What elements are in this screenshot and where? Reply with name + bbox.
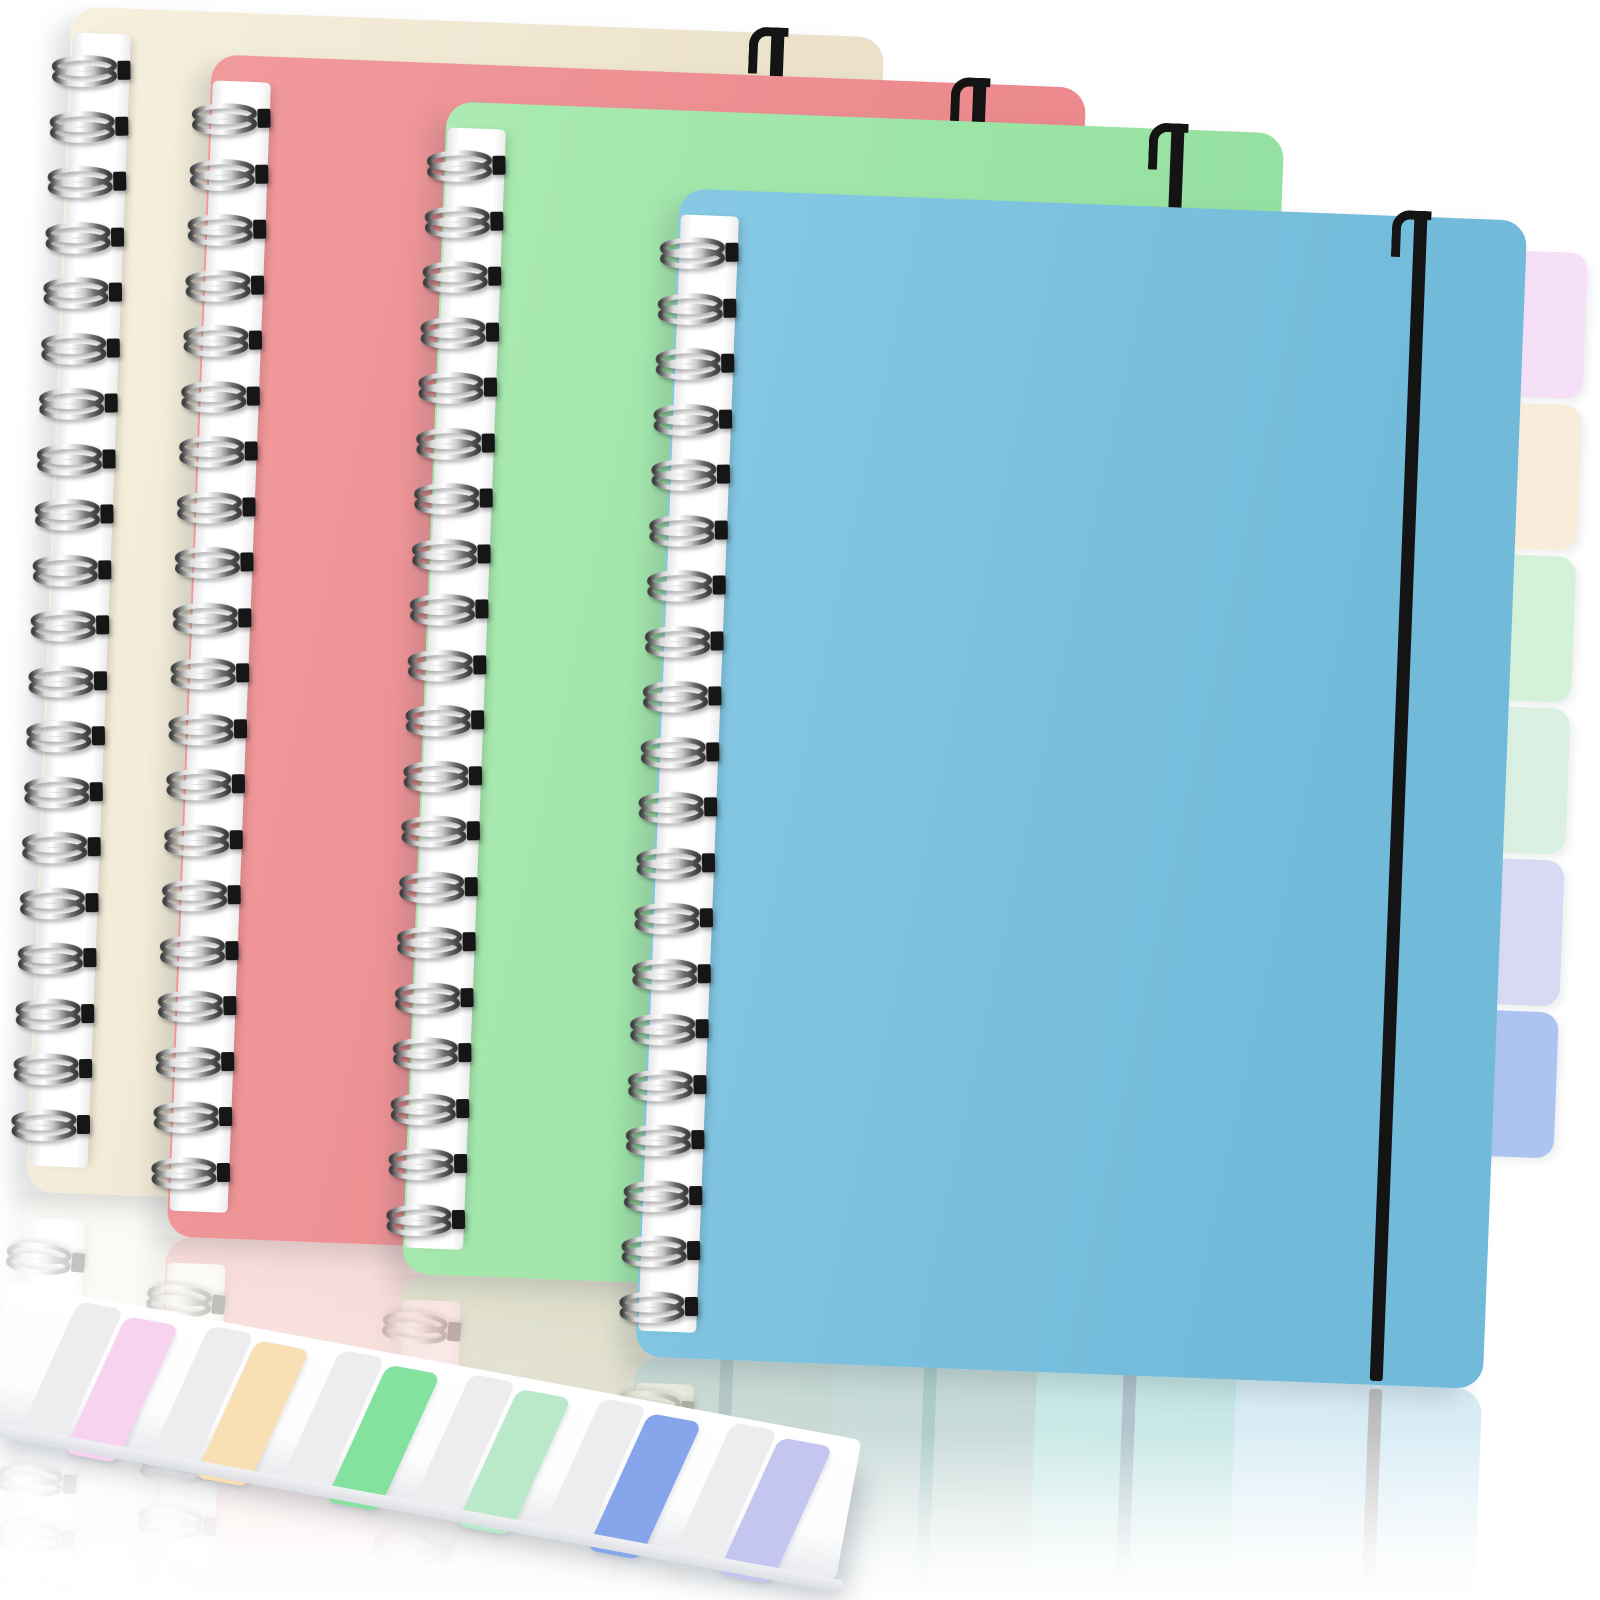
wire-ring-icon (181, 378, 263, 415)
wire-ring-icon (642, 678, 724, 715)
wire-ring-icon (646, 567, 728, 604)
wire-ring-icon (26, 718, 108, 755)
wire-ring-icon (28, 663, 110, 700)
wire-ring-icon (49, 108, 131, 145)
wire-ring-icon (390, 1090, 472, 1127)
notebook-body (573, 186, 1589, 1390)
wire-ring-icon (405, 702, 487, 739)
wire-ring-icon (372, 1529, 457, 1572)
wire-ring-icon (47, 164, 129, 201)
wire-ring-icon (420, 314, 502, 351)
wire-ring-icon (619, 1288, 701, 1325)
wire-ring-icon (164, 822, 246, 859)
notebook-blue (573, 186, 1589, 1600)
wire-ring-icon (623, 1177, 705, 1214)
wire-ring-icon (30, 607, 112, 644)
wire-ring-icon (659, 235, 741, 272)
wire-ring-icon (151, 1154, 233, 1191)
wire-ring-icon (629, 1011, 711, 1048)
wire-ring-icon (36, 441, 118, 478)
wire-ring-icon (45, 219, 127, 256)
wire-ring-icon (43, 274, 125, 311)
wire-ring-icon (422, 259, 504, 296)
wire-ring-icon (41, 330, 123, 367)
wire-ring-icon (657, 290, 739, 327)
wire-ring-icon (166, 766, 248, 803)
wire-ring-icon (153, 1099, 235, 1136)
wire-ring-icon (172, 600, 254, 637)
wire-ring-icon (651, 456, 733, 493)
wire-ring-icon (403, 758, 485, 795)
wire-ring-icon (11, 1106, 93, 1143)
wire-ring-icon (0, 1515, 79, 1558)
wire-ring-icon (157, 988, 239, 1025)
wire-ring-icon (426, 148, 508, 185)
wire-ring-icon (34, 496, 116, 533)
wire-ring-icon (418, 369, 500, 406)
wire-ring-icon (638, 789, 720, 826)
wire-ring-icon (380, 1307, 465, 1350)
wire-ring-icon (161, 877, 243, 914)
wire-ring-icon (191, 101, 273, 138)
wire-ring-icon (399, 869, 481, 906)
wire-ring-icon (0, 1460, 81, 1503)
wire-ring-icon (134, 1557, 219, 1600)
wire-ring-icon (625, 1122, 707, 1159)
wire-ring-icon (38, 385, 120, 422)
wire-ring-icon (155, 1043, 237, 1080)
wire-ring-icon (174, 544, 256, 581)
wire-ring-icon (413, 480, 495, 517)
wire-ring-icon (411, 536, 493, 573)
wire-ring-icon (401, 813, 483, 850)
wire-ring-icon (409, 591, 491, 628)
wire-ring-icon (627, 1067, 709, 1104)
wire-ring-icon (644, 623, 726, 660)
wire-ring-icon (4, 1238, 89, 1281)
wire-ring-icon (388, 1146, 470, 1183)
wire-ring-icon (183, 322, 265, 359)
wire-ring-icon (394, 980, 476, 1017)
wire-ring-icon (136, 1502, 221, 1545)
wire-ring-icon (185, 267, 267, 304)
wire-ring-icon (24, 774, 106, 811)
wire-ring-icon (424, 203, 506, 240)
wire-ring-icon (640, 734, 722, 771)
wire-ring-icon (32, 552, 114, 589)
wire-ring-icon (19, 885, 101, 922)
wire-ring-icon (416, 425, 498, 462)
wire-ring-icon (621, 1233, 703, 1270)
wire-ring-icon (187, 212, 269, 249)
wire-ring-icon (159, 933, 241, 970)
wire-ring-icon (178, 433, 260, 470)
wire-ring-icon (632, 956, 714, 993)
wire-ring-icon (392, 1035, 474, 1072)
wire-ring-icon (21, 829, 103, 866)
wire-ring-icon (170, 655, 252, 692)
wire-ring-icon (634, 900, 716, 937)
wire-ring-icon (17, 940, 99, 977)
wire-ring-icon (370, 1585, 455, 1600)
wire-ring-icon (15, 995, 97, 1032)
wire-ring-icon (407, 647, 489, 684)
wire-ring-icon (655, 346, 737, 383)
wire-ring-icon (396, 924, 478, 961)
wire-ring-icon (653, 401, 735, 438)
wire-ring-icon (189, 156, 271, 193)
wire-ring-icon (51, 53, 133, 90)
wire-ring-icon (649, 512, 731, 549)
wire-ring-icon (13, 1051, 95, 1088)
wire-ring-icon (636, 845, 718, 882)
elastic-band (1324, 1388, 1383, 1600)
wire-ring-icon (0, 1571, 76, 1600)
wire-ring-icon (386, 1201, 468, 1238)
wire-ring-icon (176, 489, 258, 526)
wire-ring-icon (168, 711, 250, 748)
